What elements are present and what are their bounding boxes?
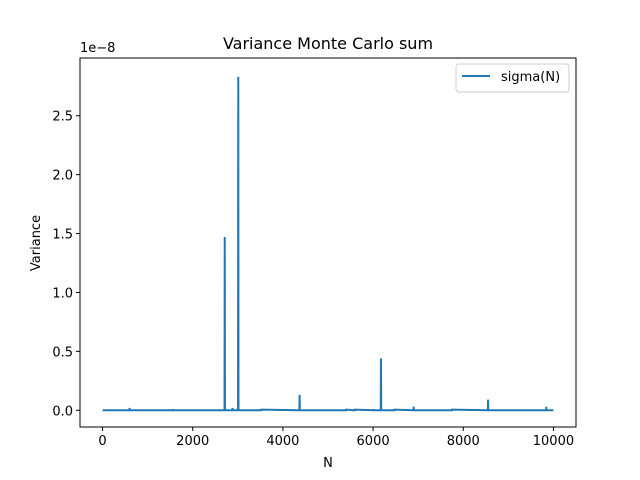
- x-tick-label: 0: [98, 434, 106, 449]
- legend-box: [455, 63, 570, 93]
- y-tick-label: 2.5: [52, 110, 73, 125]
- y-axis-label: Variance: [29, 215, 44, 271]
- series-line: [102, 76, 554, 412]
- x-tick-label: 2000: [176, 434, 209, 449]
- x-tick-label: 10000: [533, 434, 574, 449]
- y-tick-label: 1.5: [52, 228, 73, 243]
- x-axis-label: N: [323, 456, 333, 471]
- legend: sigma(N): [455, 63, 570, 93]
- y-tick-label: 1.0: [52, 286, 73, 301]
- x-tick-label: 4000: [266, 434, 299, 449]
- legend-label: sigma(N): [501, 70, 560, 85]
- y-offset-label: 1e−8: [80, 41, 115, 56]
- plot-area: [79, 57, 577, 428]
- x-tick-label: 8000: [447, 434, 480, 449]
- x-tick-label: 6000: [357, 434, 390, 449]
- axes-frame: [79, 57, 577, 428]
- y-axis: 0.0 0.5 1.0 1.5 2.0 2.5: [52, 110, 80, 419]
- y-tick-label: 0.0: [52, 404, 73, 419]
- y-tick-label: 2.0: [52, 169, 73, 184]
- y-tick-label: 0.5: [52, 345, 73, 360]
- series-group: [102, 76, 554, 412]
- x-axis: 0 2000 4000 6000 8000 10000: [98, 427, 574, 449]
- chart-title: Variance Monte Carlo sum: [223, 34, 433, 53]
